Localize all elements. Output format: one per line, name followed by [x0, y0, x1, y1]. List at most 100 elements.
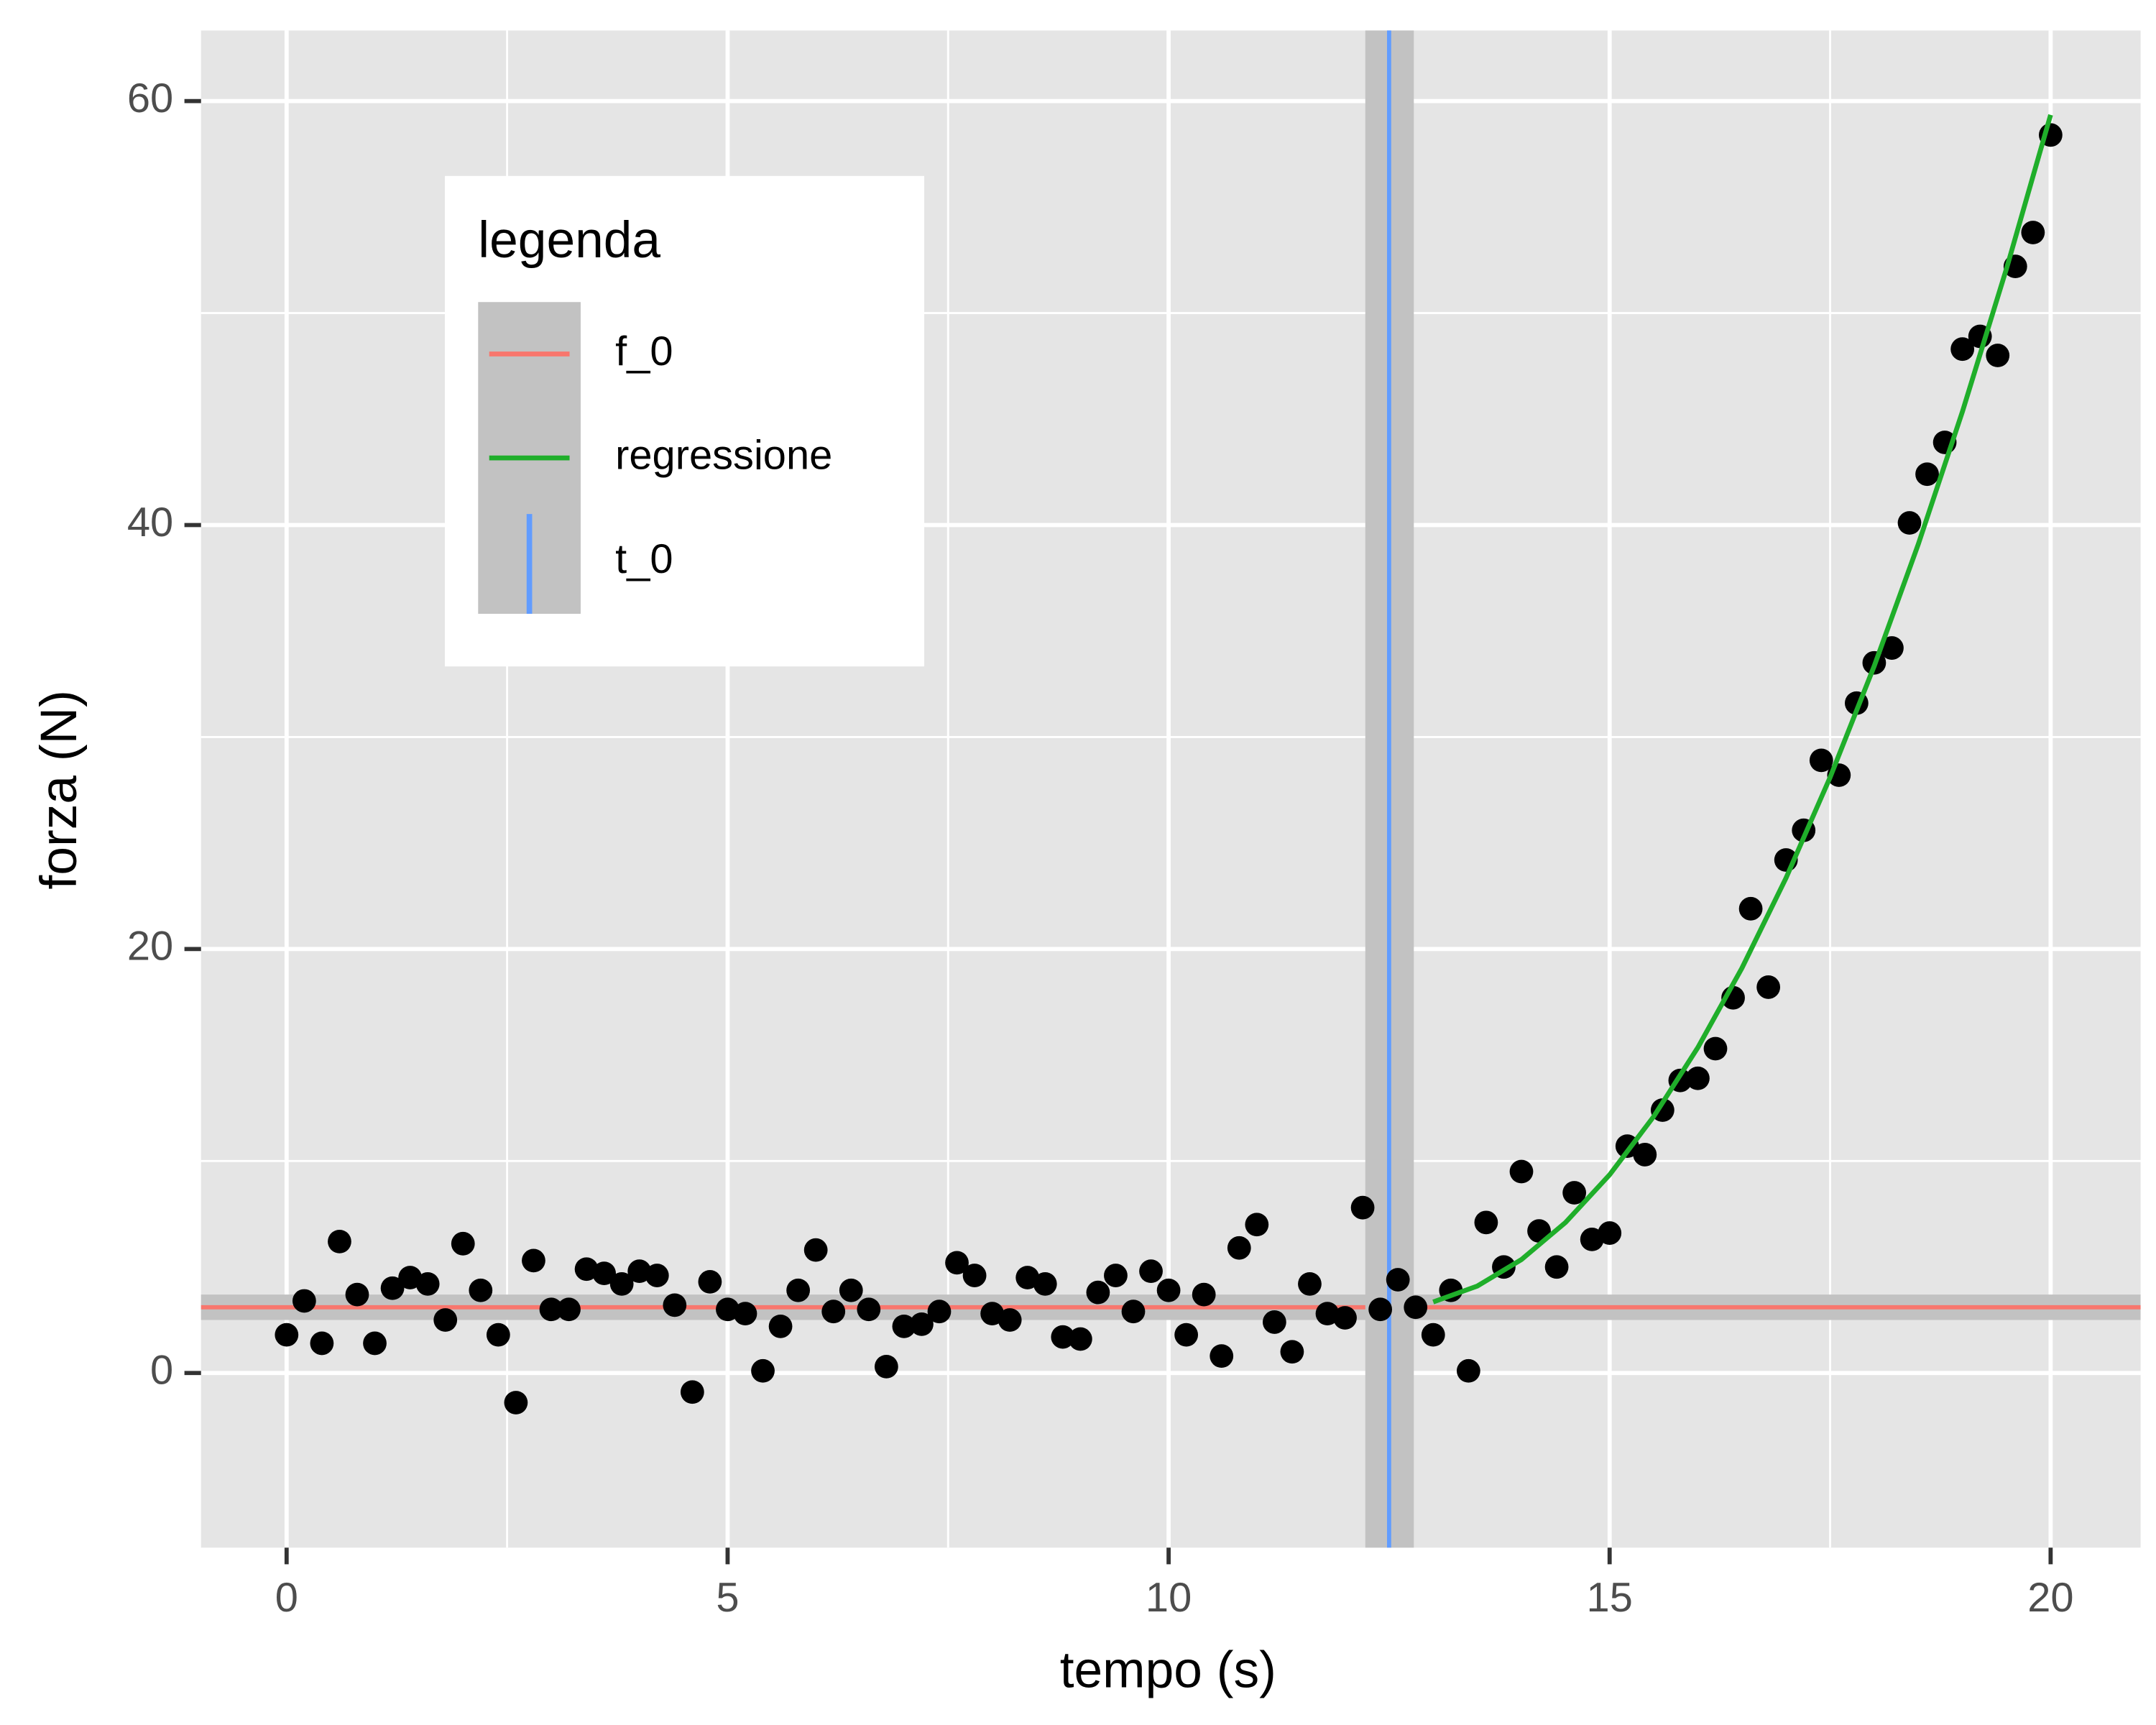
- point: [1121, 1300, 1146, 1324]
- point: [1262, 1310, 1286, 1334]
- point: [292, 1289, 316, 1313]
- point: [1298, 1271, 1322, 1296]
- point: [733, 1302, 757, 1326]
- point: [1915, 462, 1939, 487]
- point: [504, 1391, 528, 1414]
- point: [1404, 1295, 1428, 1320]
- point: [1333, 1306, 1357, 1330]
- point: [1703, 1036, 1728, 1061]
- point: [415, 1271, 440, 1296]
- point: [927, 1300, 952, 1324]
- y-tick-label: 20: [127, 924, 173, 970]
- legend: legenda f_0 regressione t_0: [445, 175, 925, 667]
- point: [1456, 1358, 1480, 1383]
- point: [1544, 1255, 1569, 1279]
- y-tick-label: 60: [127, 75, 173, 121]
- x-axis-title: tempo (s): [1060, 1642, 1276, 1699]
- point: [821, 1300, 846, 1324]
- point: [1368, 1297, 1393, 1322]
- point: [1350, 1195, 1375, 1220]
- point: [486, 1322, 510, 1347]
- point: [998, 1308, 1022, 1332]
- point: [1051, 1325, 1075, 1349]
- x-tick-label: 5: [716, 1575, 739, 1621]
- x-tick-label: 15: [1587, 1575, 1633, 1621]
- y-tick-label: 0: [150, 1348, 173, 1394]
- point: [1686, 1066, 1710, 1090]
- point: [945, 1251, 969, 1275]
- legend-label: t_0: [615, 536, 673, 582]
- point: [1386, 1268, 1410, 1292]
- point: [751, 1358, 775, 1383]
- point: [962, 1264, 987, 1287]
- point: [1086, 1280, 1110, 1305]
- point: [363, 1331, 387, 1356]
- y-tick-label: 40: [127, 500, 173, 546]
- point: [328, 1229, 351, 1254]
- point: [1174, 1322, 1199, 1347]
- point: [786, 1278, 811, 1302]
- point: [1280, 1340, 1304, 1364]
- layers: [201, 30, 2141, 1548]
- point: [469, 1278, 493, 1302]
- point: [1139, 1259, 1163, 1284]
- point: [1598, 1221, 1622, 1245]
- point: [1421, 1322, 1445, 1347]
- x-tick-label: 20: [2027, 1575, 2073, 1621]
- point: [680, 1380, 704, 1404]
- point: [1245, 1213, 1269, 1237]
- point: [1104, 1264, 1128, 1287]
- point: [1068, 1327, 1092, 1351]
- point: [574, 1257, 599, 1282]
- point: [857, 1297, 881, 1322]
- point: [1315, 1302, 1340, 1326]
- x-tick-label: 10: [1146, 1575, 1192, 1621]
- point: [803, 1238, 828, 1262]
- point: [433, 1308, 458, 1332]
- point: [1156, 1278, 1181, 1302]
- point: [874, 1354, 898, 1379]
- point: [839, 1278, 863, 1302]
- point: [380, 1276, 405, 1300]
- point: [345, 1282, 369, 1307]
- point: [1897, 511, 1922, 535]
- point: [910, 1312, 934, 1336]
- point: [275, 1322, 299, 1347]
- point: [1227, 1236, 1251, 1260]
- regression-line: [1432, 114, 2053, 1305]
- legend-label: regressione: [615, 432, 832, 478]
- point: [1192, 1282, 1216, 1307]
- point: [663, 1293, 687, 1317]
- point: [1210, 1344, 1234, 1368]
- point: [1509, 1159, 1534, 1184]
- point: [592, 1261, 617, 1285]
- point: [522, 1248, 545, 1273]
- point: [1880, 636, 1904, 660]
- point: [1633, 1143, 1657, 1167]
- legend-title: legenda: [478, 211, 660, 269]
- axes: 0 5 10 15 20 0 20 40 60: [127, 75, 2074, 1621]
- point: [892, 1314, 916, 1338]
- point: [768, 1314, 793, 1338]
- point: [1986, 344, 2010, 367]
- point: [698, 1270, 722, 1294]
- point: [1033, 1271, 1057, 1296]
- point: [609, 1271, 634, 1296]
- point: [716, 1297, 740, 1322]
- point: [451, 1231, 475, 1256]
- point: [627, 1259, 652, 1284]
- point: [1474, 1210, 1498, 1235]
- point: [1562, 1181, 1587, 1205]
- point: [1738, 896, 1763, 921]
- point: [539, 1297, 563, 1322]
- legend-label: f_0: [615, 328, 673, 374]
- point: [2021, 221, 2045, 244]
- point: [1950, 337, 1975, 362]
- x-tick-label: 0: [275, 1575, 298, 1621]
- y-axis-title: forza (N): [30, 690, 88, 889]
- point: [1756, 975, 1781, 999]
- point: [557, 1297, 581, 1322]
- point: [310, 1331, 334, 1356]
- point: [645, 1264, 669, 1287]
